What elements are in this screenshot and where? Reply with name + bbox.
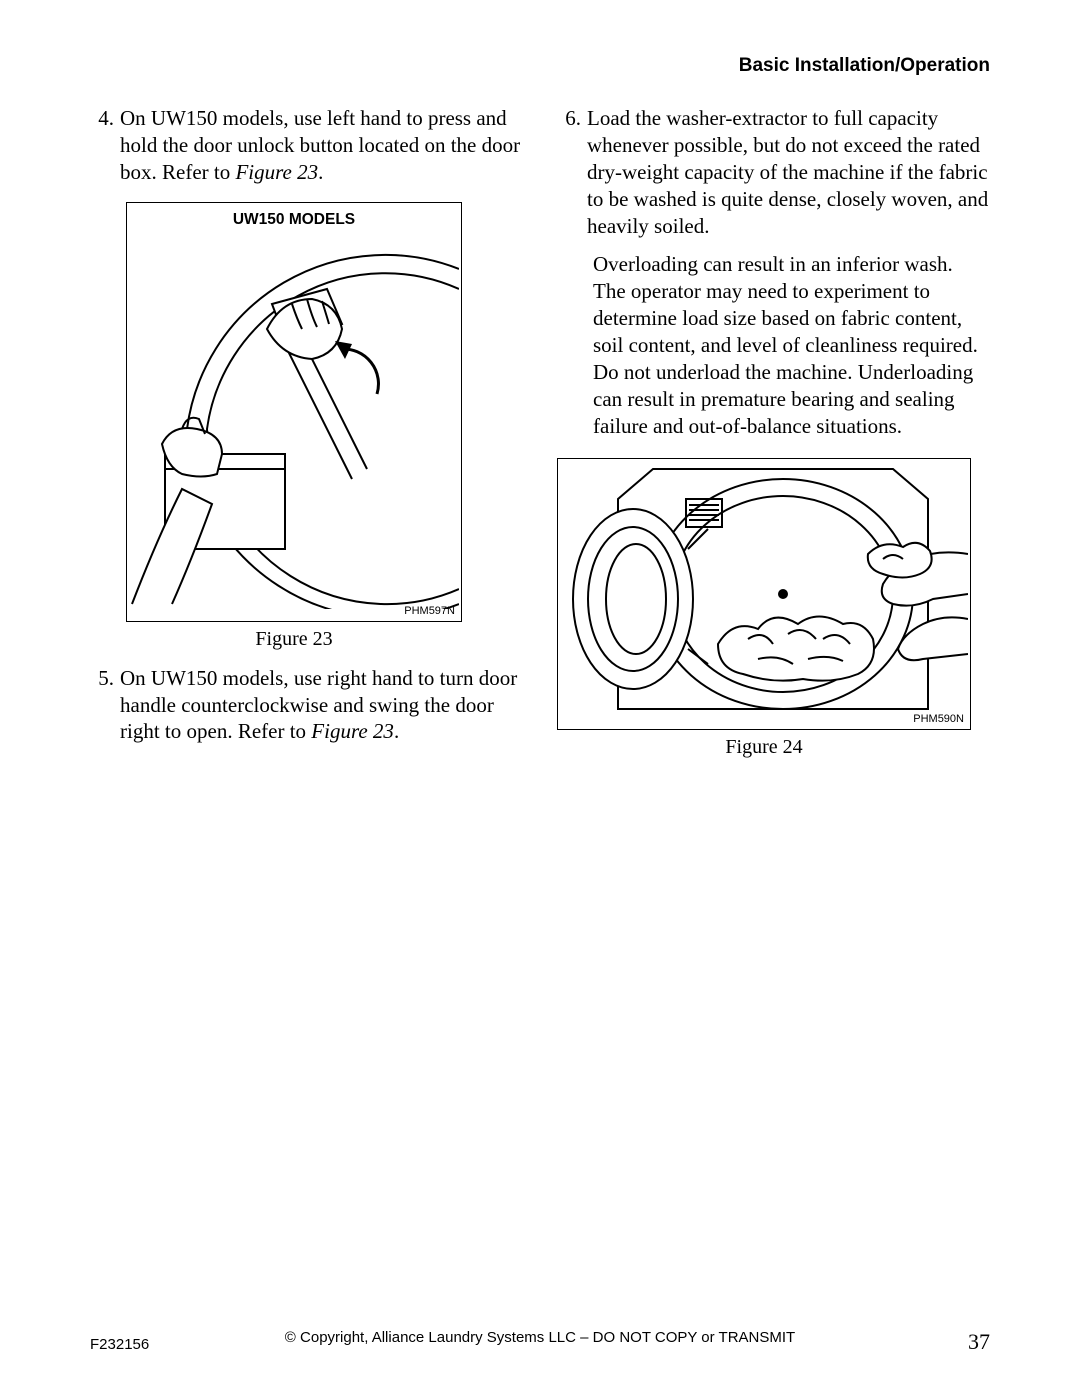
step-text: On UW150 models, use left hand to press … bbox=[120, 105, 523, 186]
footer-copyright: © Copyright, Alliance Laundry Systems LL… bbox=[90, 1329, 990, 1346]
step-6: 6. Load the washer-extractor to full cap… bbox=[557, 105, 990, 239]
figure-23-illustration bbox=[127, 229, 459, 609]
step-text: Load the washer-extractor to full capaci… bbox=[587, 105, 990, 239]
figure-24-code: PHM590N bbox=[913, 713, 964, 725]
step-number: 4. bbox=[90, 105, 120, 186]
step-text: On UW150 models, use right hand to turn … bbox=[120, 665, 523, 746]
step-4: 4. On UW150 models, use left hand to pre… bbox=[90, 105, 523, 186]
figure-24-illustration bbox=[558, 459, 968, 727]
figure-23-title: UW150 MODELS bbox=[127, 203, 461, 229]
figure-24-caption: Figure 24 bbox=[557, 736, 971, 759]
step-4-text-b: . bbox=[318, 160, 323, 184]
step-5: 5. On UW150 models, use right hand to tu… bbox=[90, 665, 523, 746]
footer-page-number: 37 bbox=[968, 1329, 990, 1355]
right-column: 6. Load the washer-extractor to full cap… bbox=[557, 105, 990, 759]
section-header: Basic Installation/Operation bbox=[90, 55, 990, 77]
figure-23-caption: Figure 23 bbox=[126, 628, 462, 651]
left-column: 4. On UW150 models, use left hand to pre… bbox=[90, 105, 523, 759]
figure-23-code: PHM597N bbox=[404, 605, 455, 617]
figure-23-box: UW150 MODELS bbox=[126, 202, 462, 622]
page-footer: F232156 © Copyright, Alliance Laundry Sy… bbox=[90, 1329, 990, 1355]
step-4-figure-ref: Figure 23 bbox=[235, 160, 318, 184]
step-number: 5. bbox=[90, 665, 120, 746]
figure-24-box: PHM590N bbox=[557, 458, 971, 730]
step-5-text-b: . bbox=[394, 719, 399, 743]
two-column-layout: 4. On UW150 models, use left hand to pre… bbox=[90, 105, 990, 759]
document-page: Basic Installation/Operation 4. On UW150… bbox=[0, 0, 1080, 1397]
step-5-figure-ref: Figure 23 bbox=[311, 719, 394, 743]
overloading-paragraph: Overloading can result in an inferior wa… bbox=[593, 251, 990, 439]
step-number: 6. bbox=[557, 105, 587, 239]
footer-doc-id: F232156 bbox=[90, 1336, 149, 1353]
